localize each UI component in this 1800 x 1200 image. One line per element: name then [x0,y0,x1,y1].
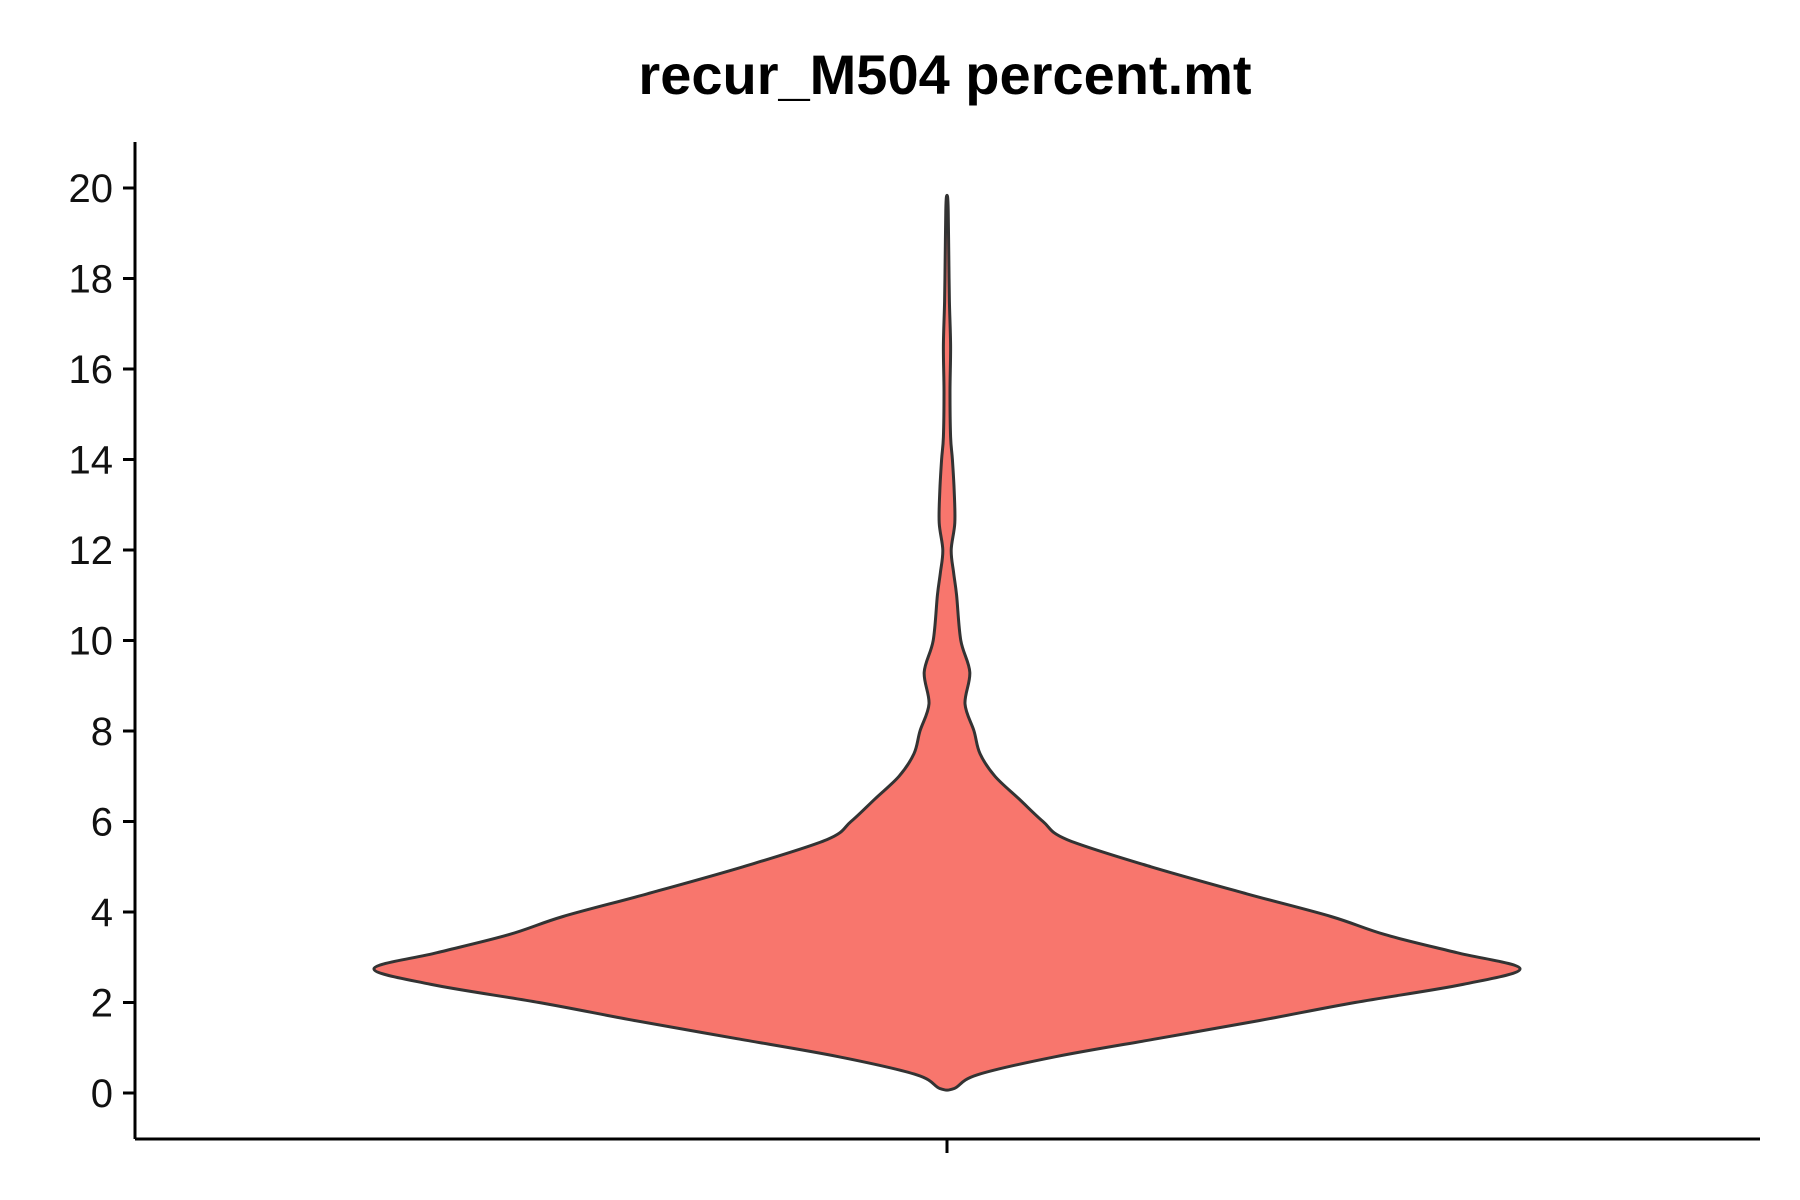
violin-shape [372,193,1522,1092]
y-tick-label: 10 [69,620,114,664]
y-tick-label: 6 [91,801,113,845]
chart-title: recur_M504 percent.mt [638,43,1252,106]
y-tick-label: 18 [69,258,114,302]
y-tick-label: 2 [91,982,113,1026]
y-tick-label: 8 [91,710,113,754]
y-ticks: 0 2 4 6 8 10 12 14 16 18 20 [69,167,135,1116]
y-tick-label: 12 [69,529,114,573]
y-tick-label: 0 [91,1072,113,1116]
y-tick-label: 16 [69,348,114,392]
y-tick-label: 14 [69,439,114,483]
y-tick-label: 4 [91,891,113,935]
y-tick-label: 20 [69,167,114,211]
violins [372,193,1522,1092]
